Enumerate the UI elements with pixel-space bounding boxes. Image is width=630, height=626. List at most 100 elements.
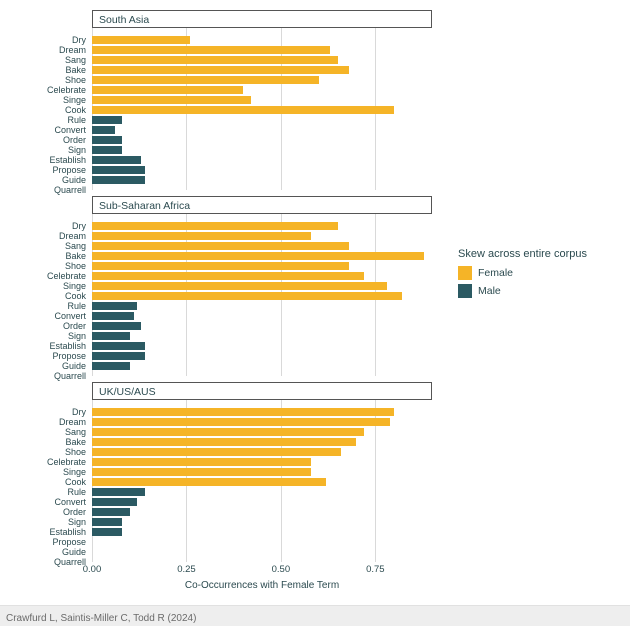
bar [92,222,338,230]
y-axis-label: Bake [8,65,86,75]
bar [92,106,394,114]
bar-row [92,448,432,456]
legend-item: Female [458,266,587,280]
bar [92,478,326,486]
x-tick-label: 0.00 [72,564,112,575]
bar-row [92,498,432,506]
y-axis-label: Convert [8,125,86,135]
bar-row [92,86,432,94]
bar-row [92,488,432,496]
bar-row [92,428,432,436]
y-axis-label: Guide [8,361,86,371]
bar [92,428,364,436]
bar-row [92,242,432,250]
panel-grid: DryDreamSangBakeShoeCelebrateSingeCookRu… [92,400,432,562]
panel: UK/US/AUSDryDreamSangBakeShoeCelebrateSi… [92,382,432,562]
bar-row [92,96,432,104]
bar-row [92,116,432,124]
bar-row [92,458,432,466]
panel-grid: DryDreamSangBakeShoeCelebrateSingeCookRu… [92,214,432,376]
bar [92,438,356,446]
bar-row [92,262,432,270]
y-axis-label: Sang [8,427,86,437]
bar [92,136,122,144]
legend: Skew across entire corpus Female Male [458,248,587,302]
bar [92,342,145,350]
bar [92,528,122,536]
bar [92,408,394,416]
bar-row [92,342,432,350]
legend-title: Skew across entire corpus [458,248,587,260]
y-axis-label: Convert [8,497,86,507]
bar [92,322,141,330]
bar-row [92,292,432,300]
y-axis-label: Order [8,135,86,145]
y-axis-label: Dream [8,45,86,55]
y-axis-label: Singe [8,467,86,477]
y-axis-label: Propose [8,537,86,547]
bar-row [92,282,432,290]
bar-row [92,478,432,486]
y-axis-label: Celebrate [8,85,86,95]
bar [92,418,390,426]
panel: Sub-Saharan AfricaDryDreamSangBakeShoeCe… [92,196,432,376]
y-axis-label: Establish [8,341,86,351]
bar-row [92,312,432,320]
bar [92,468,311,476]
bar-row [92,272,432,280]
bar [92,282,387,290]
bar-row [92,36,432,44]
bar [92,312,134,320]
y-axis-label: Dream [8,231,86,241]
legend-label: Female [478,267,513,279]
x-axis-title: Co-Occurrences with Female Term [92,580,432,591]
bar [92,332,130,340]
bar-row [92,126,432,134]
y-axis-label: Guide [8,175,86,185]
legend-swatch [458,284,472,298]
bar [92,36,190,44]
y-axis-label: Shoe [8,447,86,457]
bar [92,488,145,496]
bar [92,56,338,64]
panel-grid: DryDreamSangBakeShoeCelebrateSingeCookRu… [92,28,432,190]
y-axis-label: Order [8,507,86,517]
y-axis-label: Singe [8,95,86,105]
bar [92,518,122,526]
y-axis-label: Quarrell [8,185,86,195]
bar-row [92,146,432,154]
panel-title: South Asia [92,10,432,28]
bar [92,76,319,84]
y-axis-label: Shoe [8,261,86,271]
bar-row [92,352,432,360]
bar [92,116,122,124]
y-axis-label: Dream [8,417,86,427]
legend-item: Male [458,284,587,298]
y-axis-label: Dry [8,35,86,45]
bar [92,96,251,104]
y-axis-label: Sang [8,241,86,251]
page: South AsiaDryDreamSangBakeShoeCelebrateS… [0,0,630,626]
bar-row [92,302,432,310]
bar [92,262,349,270]
y-axis-label: Sign [8,331,86,341]
bar [92,508,130,516]
bar-row [92,106,432,114]
panel-title: UK/US/AUS [92,382,432,400]
bar-row [92,508,432,516]
bar [92,242,349,250]
bar-row [92,332,432,340]
attribution-text: Crawfurd L, Saintis-Miller C, Todd R (20… [6,613,196,624]
bar [92,352,145,360]
y-axis-label: Dry [8,221,86,231]
bar-row [92,362,432,370]
bar-row [92,222,432,230]
bar [92,176,145,184]
y-axis-label: Bake [8,437,86,447]
x-axis: Co-Occurrences with Female Term 0.000.25… [92,564,432,594]
y-axis-label: Bake [8,251,86,261]
y-axis-label: Cook [8,477,86,487]
y-axis-label: Cook [8,105,86,115]
y-axis-label: Sang [8,55,86,65]
panel-title: Sub-Saharan Africa [92,196,432,214]
